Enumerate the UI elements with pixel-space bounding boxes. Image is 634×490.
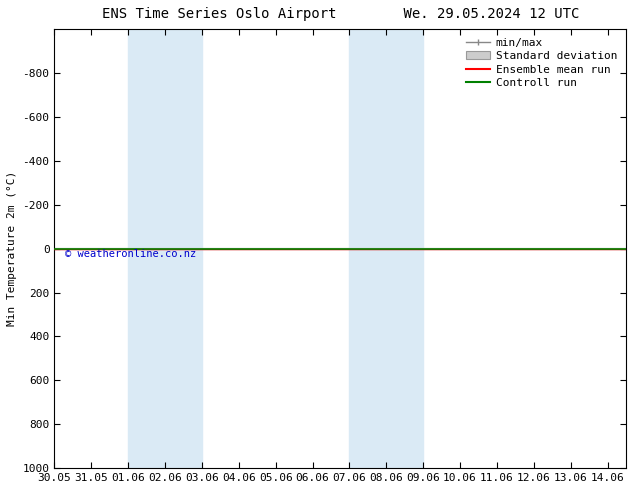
Text: © weatheronline.co.nz: © weatheronline.co.nz <box>65 248 197 259</box>
Bar <box>128 29 202 468</box>
Bar <box>349 29 423 468</box>
Y-axis label: Min Temperature 2m (°C): Min Temperature 2m (°C) <box>7 171 17 326</box>
Title: ENS Time Series Oslo Airport        We. 29.05.2024 12 UTC: ENS Time Series Oslo Airport We. 29.05.2… <box>101 7 579 21</box>
Legend: min/max, Standard deviation, Ensemble mean run, Controll run: min/max, Standard deviation, Ensemble me… <box>462 35 621 91</box>
